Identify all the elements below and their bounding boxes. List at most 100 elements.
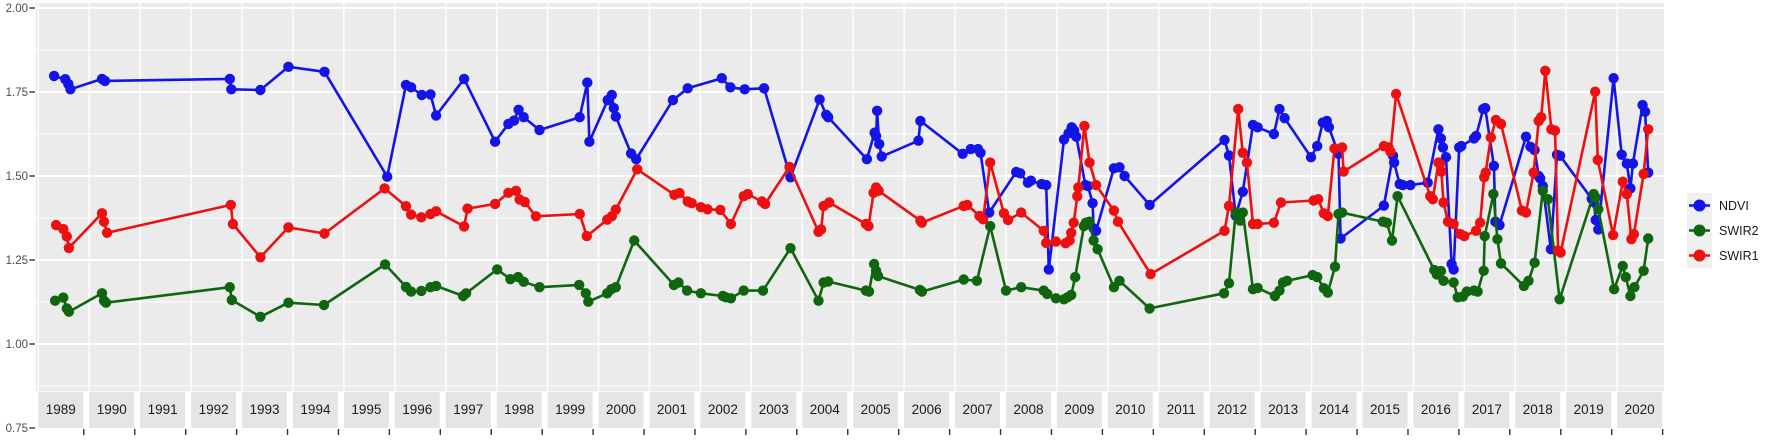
data-point (1144, 303, 1155, 314)
data-point (458, 73, 470, 85)
year-label: 1991 (148, 402, 178, 417)
data-point (224, 73, 235, 85)
data-point (1536, 112, 1547, 123)
data-point (1084, 157, 1095, 168)
data-point (1638, 265, 1649, 276)
data-point (100, 297, 112, 308)
data-point (226, 84, 237, 95)
year-strip (853, 392, 899, 428)
year-label: 1995 (351, 402, 381, 417)
data-point (629, 235, 640, 246)
data-point (1322, 287, 1334, 298)
year-strip (394, 392, 440, 428)
data-point (861, 154, 873, 165)
data-point (492, 264, 503, 275)
data-point (725, 82, 736, 93)
data-point (574, 208, 585, 220)
data-point (1386, 235, 1398, 246)
data-point (863, 286, 875, 297)
year-strip (1005, 392, 1051, 428)
year-label: 2001 (657, 402, 687, 417)
data-point (1313, 194, 1324, 205)
data-point (534, 282, 545, 293)
data-point (742, 188, 753, 200)
data-point (405, 82, 417, 93)
data-point (1381, 217, 1393, 228)
data-point (1388, 157, 1400, 168)
year-label: 2009 (1064, 402, 1094, 417)
y-axis-label: 2.00 (6, 3, 28, 15)
data-point (574, 112, 585, 123)
data-point (319, 66, 330, 78)
data-point (1042, 288, 1053, 300)
data-point (1590, 214, 1601, 226)
data-point (379, 259, 391, 270)
data-point (63, 306, 75, 317)
data-point (1629, 282, 1640, 293)
data-point (1145, 268, 1156, 280)
data-point (1436, 166, 1447, 177)
year-strip (547, 392, 593, 428)
data-point (631, 154, 642, 165)
data-point (530, 211, 542, 222)
data-point (1397, 179, 1408, 191)
data-point (1041, 237, 1052, 249)
data-point (1448, 277, 1459, 288)
legend-label: SWIR2 (1719, 224, 1759, 238)
data-point (489, 198, 501, 210)
data-point (673, 277, 684, 288)
legend: NDVI SWIR2 SWIR1 (1687, 193, 1759, 268)
data-point (1488, 188, 1499, 200)
data-point (1223, 278, 1235, 289)
year-strip (242, 392, 288, 428)
data-point (1223, 150, 1235, 161)
data-point (1084, 216, 1095, 227)
year-label: 2012 (1217, 402, 1247, 417)
data-point (416, 212, 427, 223)
year-strip (1158, 392, 1204, 428)
data-point (1438, 197, 1449, 208)
data-point (96, 208, 108, 219)
legend-label: NDVI (1719, 199, 1749, 213)
data-point (915, 115, 926, 127)
year-strip (802, 392, 848, 428)
data-point (682, 83, 693, 94)
year-strip (496, 392, 542, 428)
data-point (1092, 244, 1103, 255)
data-point (870, 130, 882, 142)
data-point (1495, 258, 1507, 269)
data-point (874, 138, 885, 150)
data-point (382, 171, 393, 182)
year-label: 2013 (1268, 402, 1298, 417)
year-strip (1617, 392, 1663, 428)
data-point (1066, 289, 1077, 301)
data-point (1016, 282, 1027, 293)
year-label: 2015 (1370, 402, 1400, 417)
data-point (1437, 142, 1449, 153)
year-label: 1999 (555, 402, 585, 417)
data-point (814, 94, 825, 105)
data-point (1628, 228, 1640, 240)
data-point (1279, 113, 1290, 124)
data-point (975, 147, 986, 158)
data-point (1479, 230, 1490, 242)
data-point (1043, 264, 1055, 275)
data-point (785, 243, 796, 254)
year-strip (955, 392, 1001, 428)
data-point (1237, 207, 1249, 218)
data-point (1219, 134, 1230, 146)
data-point (1050, 293, 1062, 304)
data-point (583, 296, 594, 307)
legend-key-dot (1693, 249, 1706, 262)
data-point (1523, 275, 1534, 286)
data-point (1090, 179, 1102, 191)
data-point (49, 295, 61, 306)
series-swir2 (49, 185, 1654, 322)
data-point (1456, 140, 1467, 152)
data-point (255, 84, 266, 96)
data-point (1554, 294, 1565, 305)
data-point (319, 228, 330, 239)
data-point (534, 124, 545, 136)
data-point (508, 115, 520, 126)
